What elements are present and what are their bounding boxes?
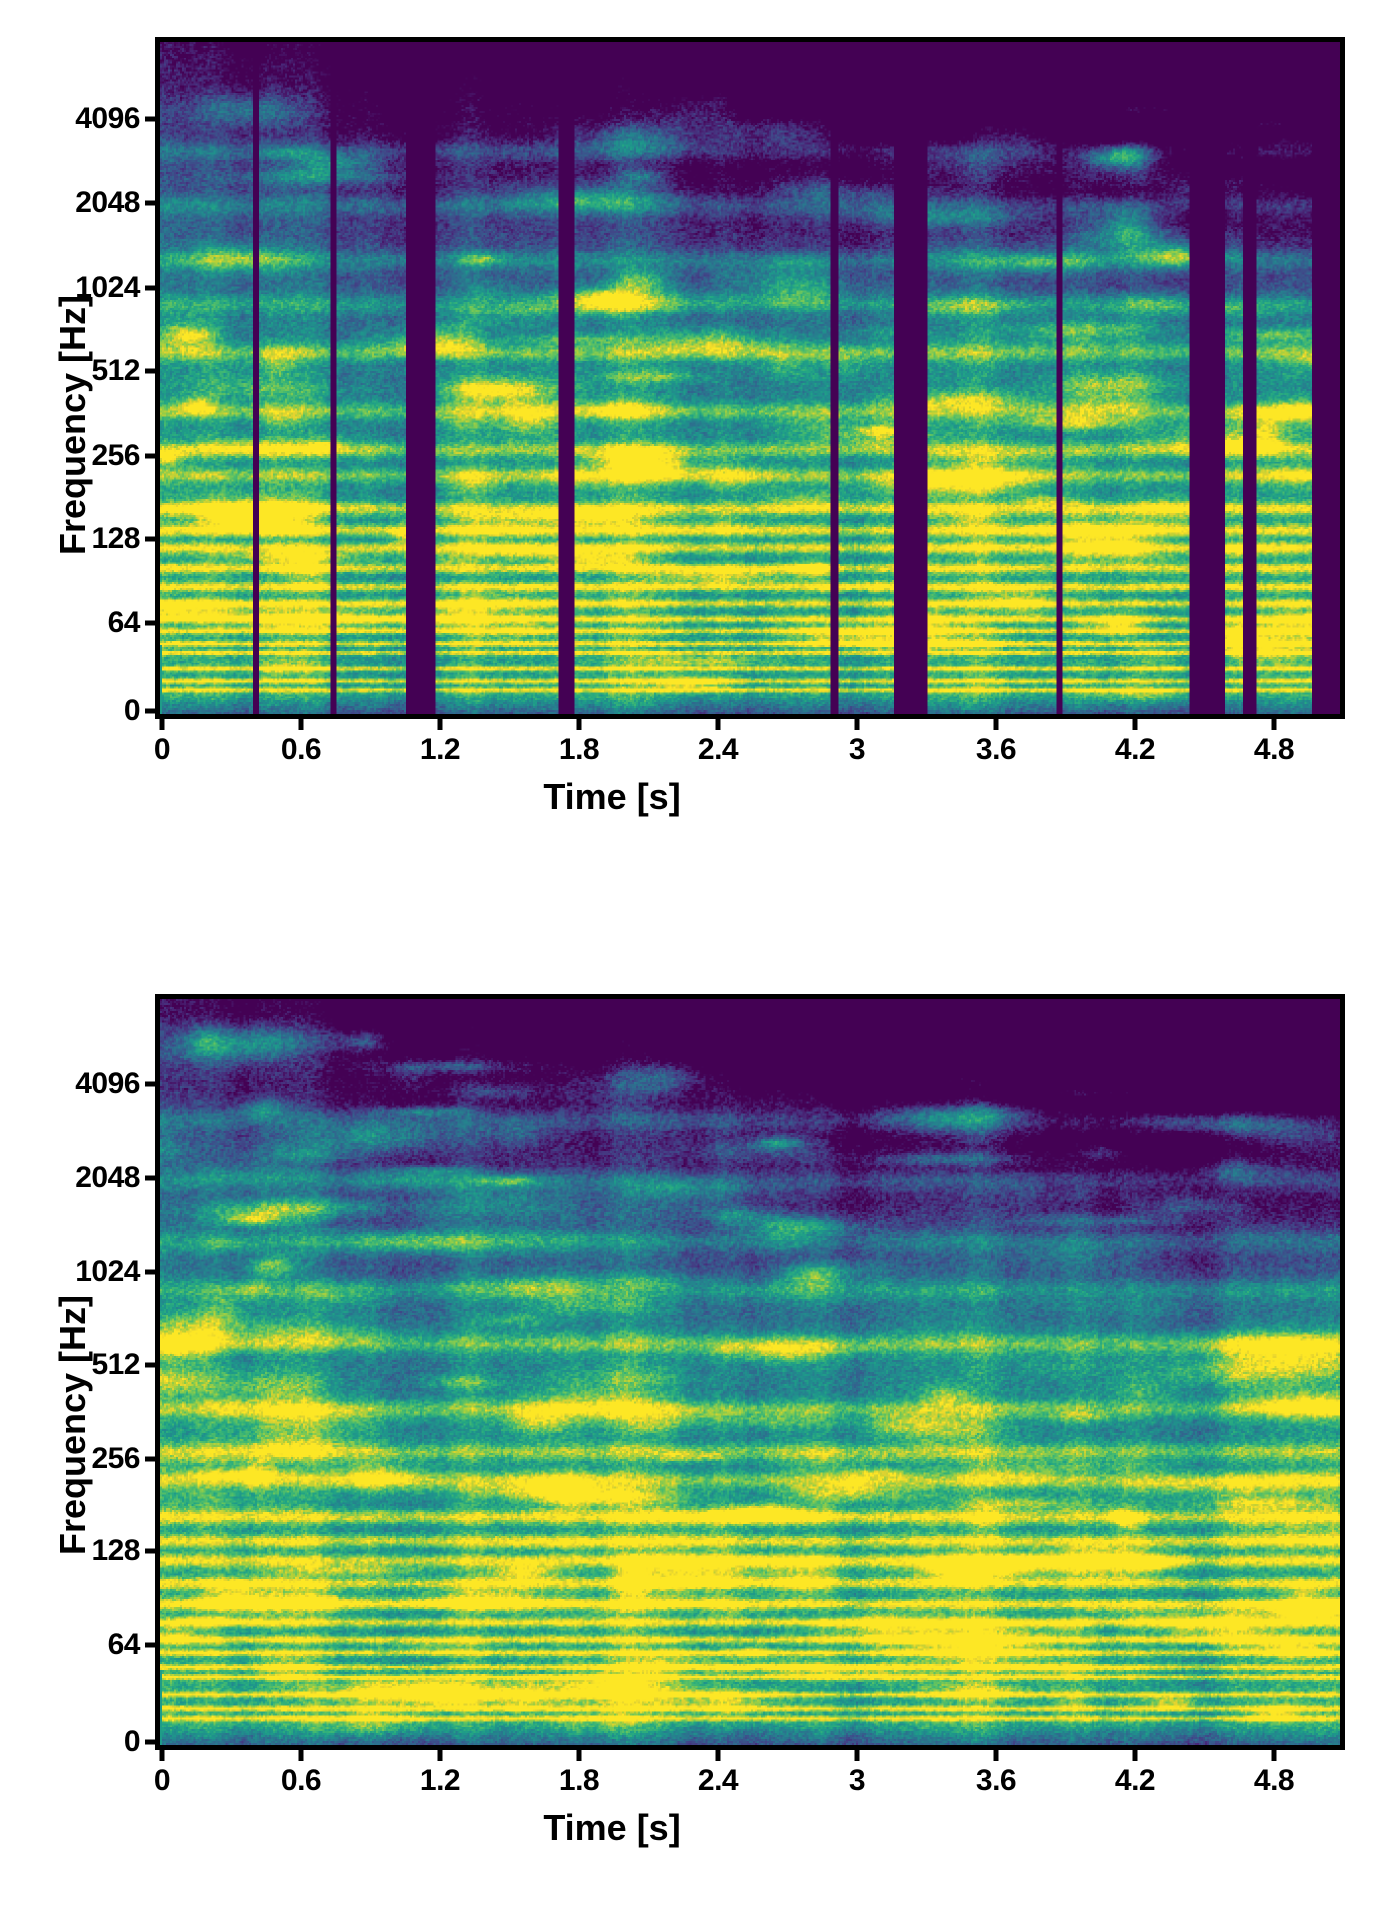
top-ytick-mark-4096 [145, 116, 156, 122]
top-ytick-label-0: 0 [123, 694, 141, 727]
top-ytick-mark-2048 [145, 200, 156, 206]
top-ytick-mark-1024 [145, 285, 156, 291]
top-xtick-label-1-2: 1.2 [419, 733, 461, 766]
bottom-xtick-label-3: 3 [848, 1764, 866, 1797]
top-xtick-label-3-6: 3.6 [975, 733, 1017, 766]
bottom-ytick-mark-64 [145, 1642, 156, 1648]
top-xtick-mark-4-8 [1271, 719, 1277, 730]
bottom-ytick-mark-0 [145, 1739, 156, 1745]
bottom-xtick-label-4-8: 4.8 [1253, 1764, 1295, 1797]
bottom-xtick-mark-1-2 [437, 1750, 443, 1761]
top-xtick-label-3: 3 [848, 733, 866, 766]
top-xtick-mark-3 [854, 719, 860, 730]
top-ytick-label-4096: 4096 [75, 102, 140, 135]
top-ytick-label-64: 64 [107, 606, 141, 639]
top-xlabel: Time [s] [543, 776, 681, 817]
bottom-ytick-mark-4096 [145, 1081, 156, 1087]
bottom-xtick-mark-3 [854, 1750, 860, 1761]
top-xtick-label-2-4: 2.4 [697, 733, 739, 766]
bottom-ylabel: Frequency [Hz] [52, 1294, 93, 1555]
top-ytick-label-512: 512 [91, 354, 140, 387]
bottom-xtick-mark-4-8 [1271, 1750, 1277, 1761]
bottom-plot-area [155, 994, 1345, 1750]
bottom-spectrogram-image [160, 999, 1340, 1745]
bottom-xtick-label-4-2: 4.2 [1114, 1764, 1156, 1797]
bottom-ytick-label-4096: 4096 [75, 1067, 140, 1100]
bottom-xtick-label-1-8: 1.8 [558, 1764, 600, 1797]
bottom-ytick-label-0: 0 [123, 1725, 141, 1758]
bottom-xtick-mark-1-8 [576, 1750, 582, 1761]
top-xtick-mark-2-4 [715, 719, 721, 730]
top-ytick-label-128: 128 [91, 522, 140, 555]
bottom-xtick-label-3-6: 3.6 [975, 1764, 1017, 1797]
bottom-ytick-mark-512 [145, 1362, 156, 1368]
top-xtick-label-0: 0 [153, 733, 171, 766]
top-xtick-mark-1-8 [576, 719, 582, 730]
bottom-ytick-label-128: 128 [91, 1534, 140, 1567]
bottom-panel: Frequency [Hz] 4096 2048 1024 512 256 12… [0, 960, 1399, 1919]
bottom-xtick-mark-2-4 [715, 1750, 721, 1761]
top-ytick-mark-0 [145, 708, 156, 714]
bottom-xtick-mark-3-6 [993, 1750, 999, 1761]
top-ytick-label-1024: 1024 [75, 271, 140, 304]
bottom-xtick-mark-4-2 [1132, 1750, 1138, 1761]
bottom-ytick-label-64: 64 [107, 1628, 141, 1661]
bottom-ytick-mark-2048 [145, 1175, 156, 1181]
bottom-ytick-label-256: 256 [91, 1442, 140, 1475]
bottom-ytick-label-512: 512 [91, 1348, 140, 1381]
bottom-xtick-label-0: 0 [153, 1764, 171, 1797]
bottom-xlabel: Time [s] [543, 1807, 681, 1848]
top-ytick-mark-512 [145, 368, 156, 374]
top-xtick-label-4-2: 4.2 [1114, 733, 1156, 766]
bottom-xtick-mark-0 [159, 1750, 165, 1761]
bottom-ytick-mark-1024 [145, 1269, 156, 1275]
bottom-xtick-label-2-4: 2.4 [697, 1764, 739, 1797]
top-xtick-mark-3-6 [993, 719, 999, 730]
top-xtick-label-0-6: 0.6 [280, 733, 322, 766]
top-xtick-mark-0 [159, 719, 165, 730]
top-ytick-mark-128 [145, 536, 156, 542]
top-ytick-label-256: 256 [91, 439, 140, 472]
top-ytick-label-2048: 2048 [75, 186, 140, 219]
top-xtick-mark-1-2 [437, 719, 443, 730]
top-xtick-label-1-8: 1.8 [558, 733, 600, 766]
bottom-xtick-label-1-2: 1.2 [419, 1764, 461, 1797]
top-ytick-mark-64 [145, 620, 156, 626]
bottom-xtick-label-0-6: 0.6 [280, 1764, 322, 1797]
bottom-xtick-mark-0-6 [298, 1750, 304, 1761]
top-xtick-mark-4-2 [1132, 719, 1138, 730]
bottom-ytick-label-2048: 2048 [75, 1161, 140, 1194]
bottom-ytick-label-1024: 1024 [75, 1255, 140, 1288]
top-ytick-mark-256 [145, 453, 156, 459]
top-panel: Frequency [Hz] 4096 2048 1024 512 256 12… [52, 37, 1345, 817]
bottom-ytick-mark-128 [145, 1548, 156, 1554]
top-ylabel: Frequency [Hz] [52, 294, 93, 555]
top-plot-area [155, 37, 1345, 719]
top-xtick-label-4-8: 4.8 [1253, 733, 1295, 766]
bottom-ytick-mark-256 [145, 1456, 156, 1462]
top-xtick-mark-0-6 [298, 719, 304, 730]
top-spectrogram-image [160, 42, 1340, 714]
